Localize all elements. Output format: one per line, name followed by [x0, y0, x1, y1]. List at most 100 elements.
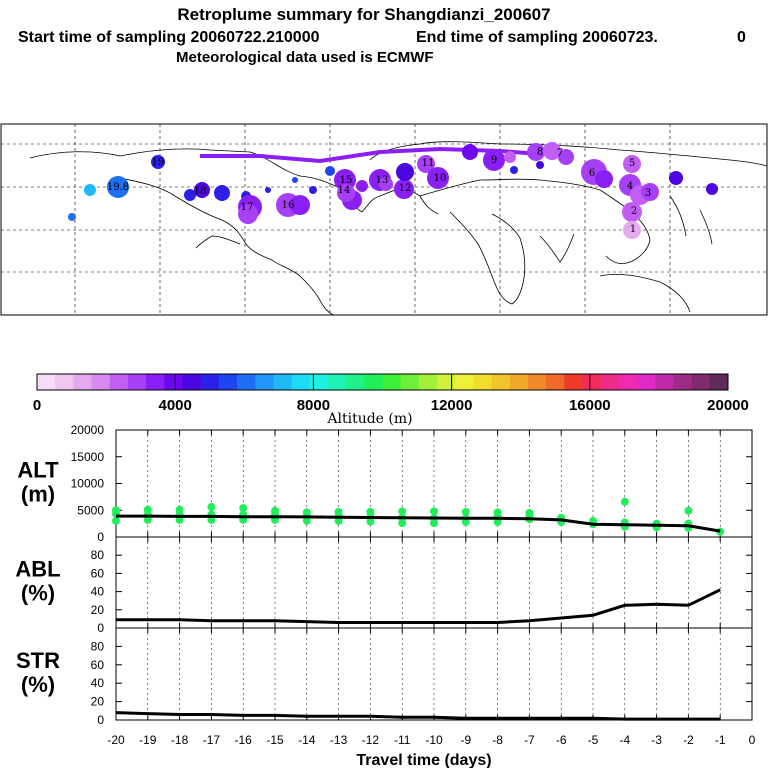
- colorbar-cell: [291, 374, 311, 390]
- title-zero: 0: [737, 29, 746, 46]
- plume-day-label: 9: [491, 155, 497, 166]
- plume-marker: [379, 177, 393, 191]
- x-tick-label: -19: [139, 733, 157, 747]
- plume-day-label: 17: [241, 202, 254, 213]
- x-tick-label: -8: [492, 733, 503, 747]
- colorbar-cell: [418, 374, 438, 390]
- x-tick-label: -2: [683, 733, 694, 747]
- colorbar-cell: [655, 374, 674, 390]
- plume-marker: [536, 161, 544, 169]
- plume-marker: [417, 155, 435, 173]
- plume-marker: [68, 213, 76, 221]
- plume-day-label: 11: [422, 158, 435, 169]
- plume-day-label: 3: [645, 188, 651, 199]
- alt-scatter-point: [430, 507, 438, 516]
- plume-day-label: 7: [557, 148, 563, 159]
- panel-ylabel-unit: (m): [21, 482, 55, 507]
- y-tick-label: 60: [91, 658, 105, 672]
- plume-day-label: 4: [627, 181, 633, 192]
- plume-marker: [292, 177, 298, 183]
- alt-scatter-point: [684, 506, 693, 515]
- alt-scatter-point: [175, 505, 184, 514]
- x-tick-label: -3: [651, 733, 662, 747]
- x-tick-label: -18: [171, 733, 189, 747]
- plume-marker: [214, 185, 230, 201]
- plume-marker: [623, 155, 641, 173]
- colorbar-ticks: 0 4000 8000 12000 16000 20000: [33, 374, 749, 414]
- alt-scatter-point: [112, 516, 120, 525]
- colorbar-tick-label: 4000: [159, 397, 192, 414]
- colorbar: 0 4000 8000 12000 16000 20000 Altitude (m): [33, 373, 749, 427]
- plume-marker: [427, 167, 449, 189]
- colorbar-cell: [473, 374, 493, 390]
- colorbar-cell: [255, 374, 274, 390]
- x-tick-label: -10: [425, 733, 443, 747]
- plume-marker: [151, 155, 165, 169]
- title-line3: Meteorological data used is ECMWF: [176, 49, 434, 66]
- panel-abl: 0 20 40 60 80 ABL(%): [15, 536, 753, 635]
- plume-marker: [706, 183, 718, 195]
- colorbar-cell: [127, 374, 147, 390]
- y-tick-label: 0: [97, 713, 104, 727]
- plume-marker: [309, 186, 317, 194]
- y-tick-label: 10000: [71, 477, 105, 491]
- plume-marker: [265, 187, 271, 193]
- plume-marker: [595, 170, 613, 188]
- colorbar-tick-label: 12000: [431, 397, 473, 414]
- colorbar-cell: [273, 374, 292, 390]
- colorbar-cell: [564, 374, 583, 390]
- colorbar-cell: [491, 374, 511, 390]
- colorbar-cell: [55, 374, 74, 390]
- colorbar-cell: [382, 374, 402, 390]
- plume-marker: [194, 182, 210, 198]
- colorbar-label: Altitude (m): [326, 411, 412, 427]
- colorbar-cell: [709, 374, 729, 390]
- colorbar-cell: [73, 374, 92, 390]
- plume-marker: [290, 195, 310, 215]
- colorbar-cell: [91, 374, 111, 390]
- x-tick-label: -6: [556, 733, 567, 747]
- colorbar-cell: [600, 374, 620, 390]
- colorbar-cells: [37, 374, 729, 390]
- y-tick-label: 80: [91, 548, 105, 562]
- title-start: Start time of sampling 20060722.210000: [18, 29, 320, 46]
- y-tick-label: 40: [91, 676, 105, 690]
- x-tick-label: -13: [330, 733, 348, 747]
- colorbar-cell: [200, 374, 220, 390]
- plume-marker: [184, 189, 196, 201]
- colorbar-tick-label: 20000: [707, 397, 749, 414]
- title-line1: Retroplume summary for Shangdianzi_20060…: [177, 5, 550, 24]
- plume-marker: [483, 149, 505, 171]
- colorbar-cell: [691, 374, 711, 390]
- alt-scatter-point: [239, 504, 248, 513]
- alt-scatter-point: [112, 506, 120, 515]
- plume-marker: [622, 202, 642, 222]
- title-end: End time of sampling 20060723.: [416, 29, 658, 46]
- panel-alt: 0 5000 10000 15000 20000 ALT(m): [17, 423, 753, 544]
- x-axis-label: Travel time (days): [356, 752, 491, 768]
- colorbar-cell: [164, 374, 183, 390]
- panel-ylabel: STR: [16, 648, 60, 673]
- plume-marker: [396, 163, 414, 181]
- colorbar-cell: [364, 374, 383, 390]
- colorbar-cell: [509, 374, 529, 390]
- x-tick-label: -7: [524, 733, 535, 747]
- x-tick-label: -1: [715, 733, 726, 747]
- colorbar-cell: [437, 374, 456, 390]
- x-tick-label: -5: [588, 733, 599, 747]
- colorbar-cell: [673, 374, 693, 390]
- alt-scatter-point: [493, 508, 502, 517]
- colorbar-cell: [400, 374, 420, 390]
- plume-marker: [356, 180, 368, 192]
- colorbar-cell: [637, 374, 656, 390]
- colorbar-cell: [237, 374, 256, 390]
- y-tick-label: 20000: [71, 423, 105, 437]
- colorbar-cell: [582, 374, 602, 390]
- x-tick-label: -9: [460, 733, 471, 747]
- plume-day-label: 16: [282, 200, 295, 211]
- plume-marker: [394, 179, 414, 199]
